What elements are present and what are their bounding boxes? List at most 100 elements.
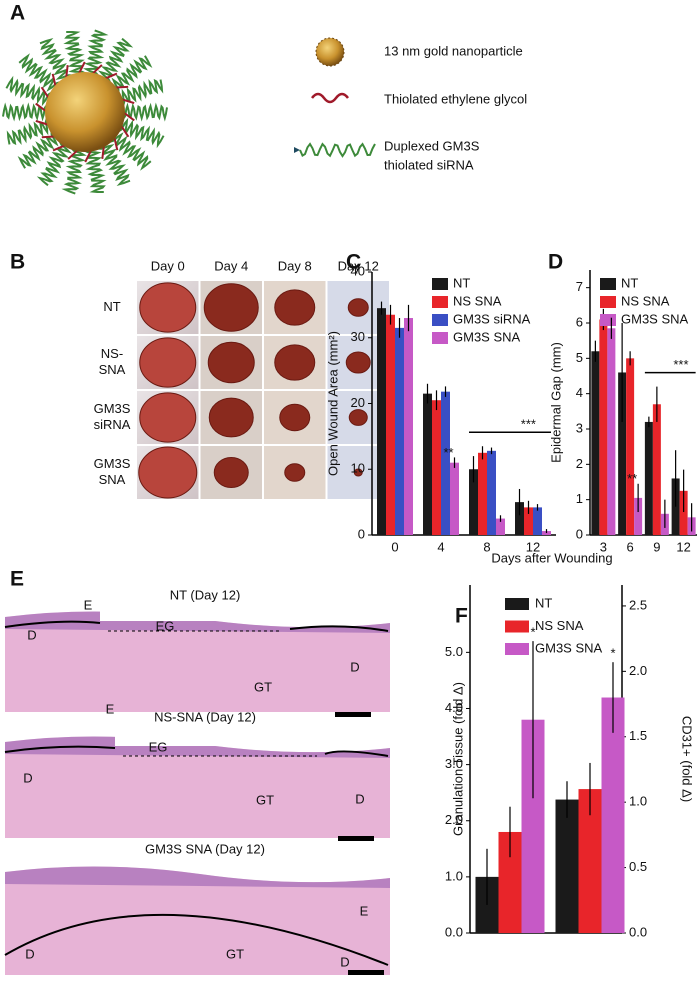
bar xyxy=(626,358,634,535)
wound xyxy=(140,338,196,387)
wound xyxy=(280,404,310,430)
tissue-label: E xyxy=(106,701,115,716)
gold-core xyxy=(45,72,125,152)
tissue-label: EG xyxy=(156,618,175,633)
tissue-label: D xyxy=(25,946,34,961)
wound xyxy=(139,447,197,498)
bar xyxy=(432,400,441,535)
legend-swatch xyxy=(432,278,448,290)
tissue-label: D xyxy=(355,791,364,806)
tissue-label: E xyxy=(84,597,93,612)
tissue-label: GT xyxy=(254,679,272,694)
y-tick-label: 0.5 xyxy=(629,859,647,874)
wound xyxy=(346,352,370,373)
y-tick-label: 5 xyxy=(576,350,583,365)
y-tick-label: 5.0 xyxy=(445,644,463,659)
sirna-helix xyxy=(65,149,83,193)
legend-swatch xyxy=(432,296,448,308)
y-tick-label: 1.0 xyxy=(629,794,647,809)
row-label: NS- xyxy=(101,346,123,361)
row-label: GM3S xyxy=(94,401,131,416)
x-tick-label: 8 xyxy=(483,539,490,554)
y-tick-label: 0 xyxy=(576,526,583,541)
bar xyxy=(423,394,432,535)
bar xyxy=(377,308,386,535)
panel-label: A xyxy=(10,2,25,25)
significance: * xyxy=(530,625,535,640)
y-tick-label: 1 xyxy=(576,491,583,506)
wound xyxy=(209,398,253,437)
epidermal-gap xyxy=(100,603,290,621)
panel-label: D xyxy=(548,251,563,274)
y-tick-label: 0.0 xyxy=(629,924,647,939)
bar xyxy=(404,318,413,535)
legend-label: GM3S SNA xyxy=(535,640,603,655)
legend-text: thiolated siRNA xyxy=(384,157,474,172)
legend-label: NS SNA xyxy=(453,293,502,308)
section-title: NS-SNA (Day 12) xyxy=(154,709,256,724)
sirna-helix xyxy=(87,30,105,74)
bar xyxy=(450,463,459,535)
significance: *** xyxy=(521,417,536,432)
significance: * xyxy=(610,646,615,661)
legend-label: NS SNA xyxy=(621,293,670,308)
bar xyxy=(653,404,661,535)
row-label: NT xyxy=(103,299,120,314)
bar xyxy=(607,328,615,535)
column-header: Day 4 xyxy=(214,258,248,273)
wound xyxy=(348,299,368,317)
tissue-label: GT xyxy=(226,946,244,961)
wound xyxy=(275,345,315,380)
wound xyxy=(285,464,305,482)
scale-bar xyxy=(338,836,374,841)
y2-axis-label: CD31+ (fold Δ) xyxy=(680,716,695,802)
y-axis-label: Epidermal Gap (mm) xyxy=(548,342,563,463)
significance: ** xyxy=(627,471,637,486)
row-label: SNA xyxy=(99,362,126,377)
section-title: GM3S SNA (Day 12) xyxy=(145,841,265,856)
legend-label: NS SNA xyxy=(535,618,584,633)
y-tick-label: 7 xyxy=(576,279,583,294)
legend-swatch xyxy=(505,643,529,655)
legend-swatch xyxy=(600,296,616,308)
tissue-label: EG xyxy=(149,739,168,754)
y-axis-label: Open Wound Area (mm²) xyxy=(325,331,340,476)
y-tick-label: 2.5 xyxy=(629,597,647,612)
sirna-helix xyxy=(300,144,375,156)
bar xyxy=(591,351,599,535)
panel-e-histology: NT (Day 12)EEGDGTDNS-SNA (Day 12)EEGDGTD… xyxy=(5,587,390,975)
significance: *** xyxy=(673,357,688,372)
bar xyxy=(395,328,404,535)
legend-text: Thiolated ethylene glycol xyxy=(384,91,527,106)
x-tick-label: 4 xyxy=(437,539,444,554)
panel-label: F xyxy=(455,605,468,628)
legend-label: GM3S SNA xyxy=(621,311,689,326)
tissue-label: GT xyxy=(256,792,274,807)
column-header: Day 0 xyxy=(151,258,185,273)
bar xyxy=(556,800,579,933)
legend-swatch xyxy=(505,621,529,633)
row-label: SNA xyxy=(99,472,126,487)
legend-label: NT xyxy=(535,595,552,610)
helix-tip xyxy=(294,147,300,153)
tissue-label: D xyxy=(340,954,349,969)
y-tick-label: 2.0 xyxy=(629,663,647,678)
legend-swatch xyxy=(432,332,448,344)
bar xyxy=(599,319,607,535)
x-tick-label: 0 xyxy=(391,539,398,554)
panel-label: B xyxy=(10,251,25,274)
bar xyxy=(478,453,487,535)
panel-label: E xyxy=(10,568,24,591)
wound xyxy=(204,284,258,332)
scale-bar xyxy=(335,712,371,717)
y-tick-label: 1.5 xyxy=(629,728,647,743)
legend-label: NT xyxy=(453,275,470,290)
wound xyxy=(214,458,248,488)
y-tick-label: 20 xyxy=(351,395,365,410)
y-tick-label: 6 xyxy=(576,314,583,329)
tissue-label: D xyxy=(350,659,359,674)
tissue-label: D xyxy=(23,770,32,785)
wound xyxy=(349,410,367,426)
legend-text: Duplexed GM3S xyxy=(384,138,480,153)
